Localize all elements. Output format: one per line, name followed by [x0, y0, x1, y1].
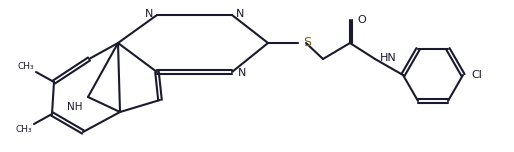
Text: N: N — [238, 68, 246, 78]
Text: S: S — [303, 36, 311, 48]
Text: CH₃: CH₃ — [17, 62, 34, 71]
Text: N: N — [144, 9, 153, 19]
Text: Cl: Cl — [471, 70, 482, 80]
Text: NH: NH — [67, 102, 83, 112]
Text: CH₃: CH₃ — [15, 125, 32, 134]
Text: N: N — [236, 9, 244, 19]
Text: O: O — [357, 15, 366, 25]
Text: HN: HN — [380, 53, 397, 63]
